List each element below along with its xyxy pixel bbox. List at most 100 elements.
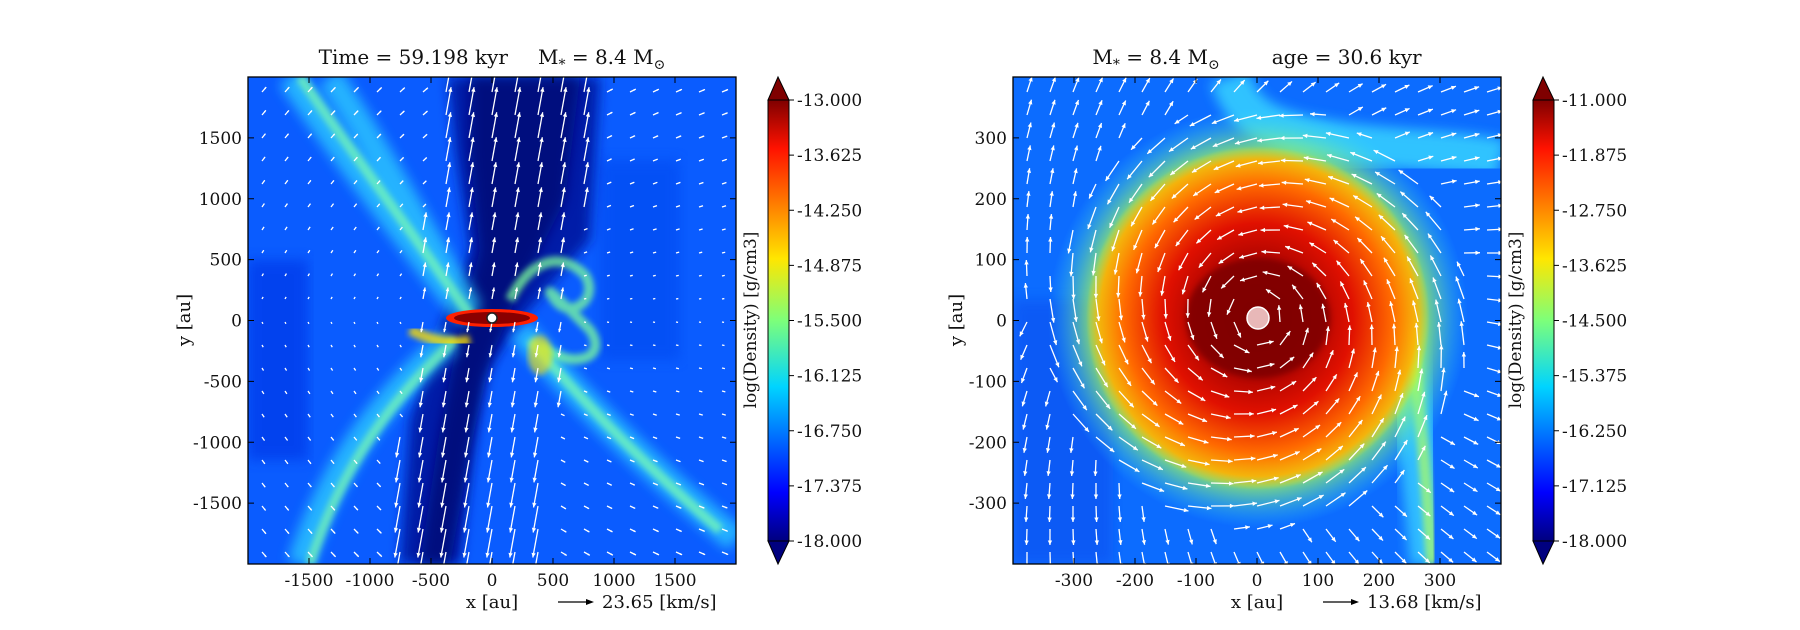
velocity-arrowhead: [1263, 80, 1269, 86]
velocity-arrowhead: [1270, 385, 1276, 390]
velocity-arrow: [1187, 551, 1193, 564]
velocity-arrowhead: [1439, 344, 1444, 350]
velocity-arrowhead: [724, 460, 727, 462]
velocity-arrowhead: [1350, 348, 1355, 354]
velocity-arrowhead: [1475, 226, 1480, 232]
velocity-arrowhead: [1087, 224, 1092, 230]
velocity-arrowhead: [416, 552, 421, 558]
velocity-arrowhead: [508, 527, 514, 533]
velocity-arrowhead: [446, 212, 451, 218]
velocity-arrowhead: [494, 87, 499, 93]
velocity-arrowhead: [1474, 86, 1480, 91]
velocity-arrowhead: [1421, 391, 1426, 397]
velocity-arrowhead: [1262, 270, 1268, 276]
velocity-arrowhead: [1025, 214, 1030, 219]
velocity-arrow: [353, 344, 356, 348]
velocity-arrowhead: [560, 262, 565, 268]
velocity-arrowhead: [1459, 321, 1464, 326]
velocity-arrow: [307, 344, 310, 348]
velocity-arrow: [721, 228, 726, 231]
velocity-arrowhead: [1047, 540, 1053, 545]
velocity-arrow: [261, 273, 264, 277]
velocity-arrowhead: [633, 89, 636, 91]
velocity-arrowhead: [1117, 494, 1122, 499]
velocity-arrow: [698, 413, 703, 416]
velocity-arrowhead: [1206, 505, 1212, 511]
velocity-arrowhead: [1218, 353, 1224, 358]
velocity-arrow: [675, 390, 680, 393]
velocity-arrowhead: [1419, 368, 1424, 374]
velocity-arrowhead: [725, 529, 728, 532]
velocity-arrowhead: [1451, 109, 1457, 114]
velocity-arrowhead: [1304, 327, 1309, 333]
velocity-arrowhead: [332, 133, 335, 136]
velocity-arrowhead: [1357, 237, 1363, 243]
velocity-arrow: [399, 413, 404, 418]
velocity-arrow: [606, 344, 610, 347]
velocity-arrowhead: [1116, 292, 1121, 298]
velocity-arrow: [698, 228, 703, 231]
velocity-arrowhead: [1249, 434, 1255, 439]
velocity-arrowhead: [1498, 227, 1501, 232]
velocity-arrowhead: [1376, 193, 1382, 198]
velocity-arrowhead: [485, 527, 491, 533]
velocity-arrowhead: [332, 157, 335, 159]
velocity-arrowhead: [1471, 557, 1477, 562]
velocity-arrowhead: [1498, 180, 1501, 185]
velocity-arrowhead: [1135, 268, 1140, 274]
velocity-arrowhead: [510, 427, 515, 433]
y-tick-label: -1000: [193, 433, 242, 453]
velocity-arrowhead: [332, 485, 335, 488]
velocity-arrowhead: [492, 212, 497, 218]
velocity-arrowhead: [1093, 471, 1098, 476]
velocity-arrowhead: [1378, 512, 1384, 518]
velocity-arrowhead: [1336, 422, 1342, 427]
velocity-arrowhead: [1272, 431, 1277, 436]
velocity-arrowhead: [332, 438, 334, 441]
velocity-arrowhead: [1234, 140, 1240, 145]
velocity-arrowhead: [401, 157, 404, 160]
velocity-arrowhead: [310, 531, 313, 534]
velocity-arrow: [376, 226, 380, 231]
velocity-arrow: [652, 413, 657, 416]
velocity-arrow: [376, 344, 379, 348]
x-tick-label: -500: [412, 571, 450, 591]
velocity-arrowhead: [508, 552, 513, 558]
vector-key-right: 13.68 [km/s]: [1323, 592, 1482, 613]
velocity-arrowhead: [464, 427, 469, 433]
velocity-arrowhead: [533, 402, 538, 408]
velocity-arrowhead: [356, 531, 359, 534]
velocity-arrowhead: [1173, 217, 1179, 223]
velocity-arrowhead: [1075, 339, 1081, 345]
velocity-arrowhead: [1372, 347, 1377, 353]
velocity-arrowhead: [1290, 522, 1296, 528]
velocity-arrowhead: [610, 530, 613, 532]
velocity-arrowhead: [586, 460, 589, 463]
velocity-arrowhead: [1109, 447, 1115, 453]
velocity-arrowhead: [1404, 85, 1410, 89]
velocity-arrowhead: [1215, 212, 1221, 217]
colorbar-tick-label: -16.250: [1562, 422, 1627, 442]
velocity-arrowhead: [1472, 487, 1478, 492]
velocity-arrowhead: [1205, 483, 1211, 488]
velocity-arrow: [466, 551, 470, 564]
velocity-arrowhead: [355, 157, 358, 159]
velocity-arrowhead: [1331, 559, 1336, 564]
velocity-arrowhead: [1200, 396, 1206, 401]
velocity-arrowhead: [679, 529, 682, 532]
velocity-arrowhead: [1067, 248, 1072, 254]
velocity-arrowhead: [1353, 372, 1358, 378]
velocity-arrowhead: [394, 452, 400, 458]
velocity-arrowhead: [462, 527, 468, 533]
velocity-arrowhead: [264, 87, 267, 90]
velocity-arrowhead: [1070, 494, 1075, 499]
velocity-arrowhead: [1073, 145, 1079, 151]
velocity-arrowhead: [447, 137, 452, 143]
velocity-arrowhead: [1105, 175, 1110, 181]
velocity-arrowhead: [463, 502, 468, 508]
velocity-arrowhead: [610, 135, 613, 138]
velocity-arrowhead: [539, 162, 544, 168]
velocity-arrowhead: [655, 460, 658, 462]
velocity-arrowhead: [493, 162, 498, 168]
velocity-arrowhead: [534, 377, 539, 383]
